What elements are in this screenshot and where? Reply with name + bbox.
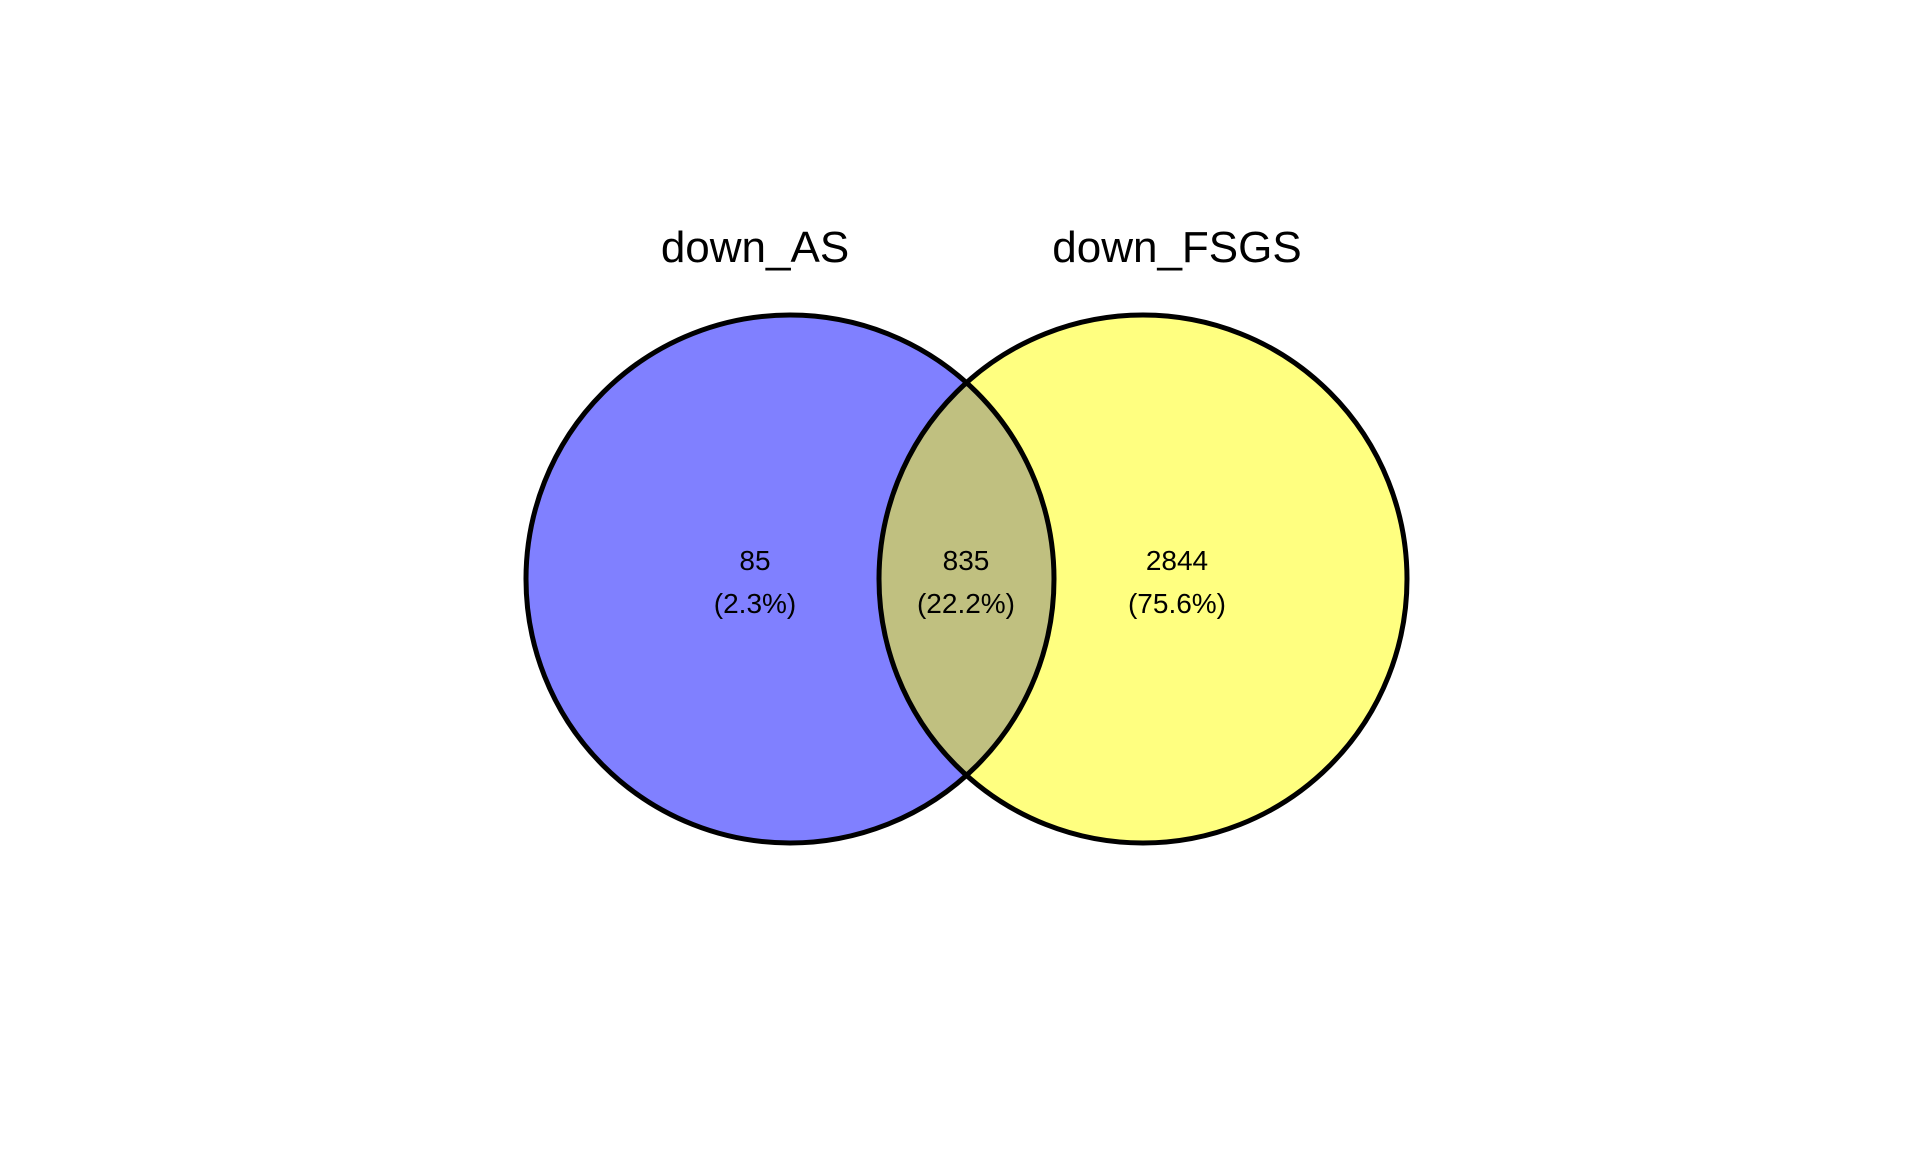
- region-a-only-percent: (2.3%): [714, 588, 796, 619]
- set-a-label: down_AS: [661, 223, 849, 272]
- region-overlap-count: 835: [943, 545, 990, 576]
- region-overlap-percent: (22.2%): [917, 588, 1015, 619]
- region-b-only-percent: (75.6%): [1128, 588, 1226, 619]
- set-b-label: down_FSGS: [1052, 223, 1301, 272]
- intersection-region: [879, 315, 1054, 843]
- set-b-outline: [876, 312, 1410, 846]
- region-b-only-count: 2844: [1146, 545, 1208, 576]
- region-a-only-count: 85: [739, 545, 770, 576]
- set-a-outline: [523, 312, 1057, 846]
